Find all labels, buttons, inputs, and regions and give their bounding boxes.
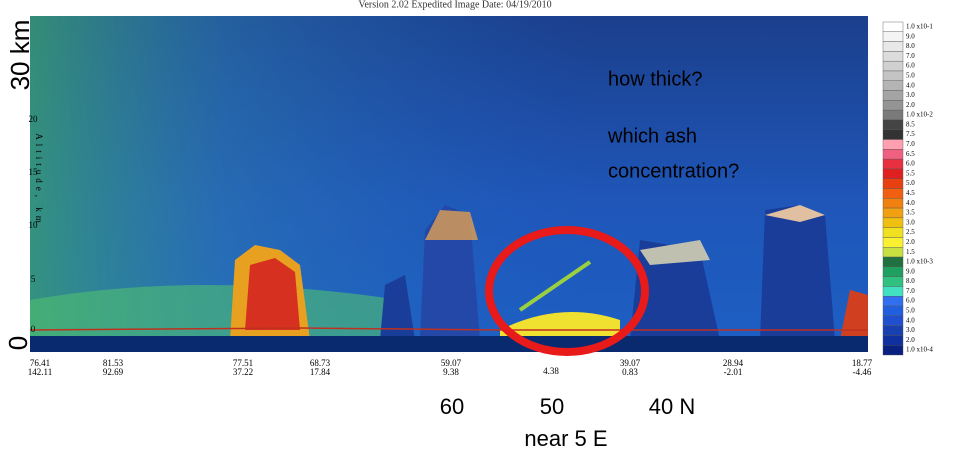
colorbar-label: 4.0 — [906, 316, 915, 324]
colorbar-swatch — [883, 189, 903, 199]
colorbar-label: 7.0 — [906, 140, 915, 148]
page: Version 2.02 Expedited Image Date: 04/19… — [0, 0, 953, 452]
y-tick-label: 15 — [29, 167, 39, 177]
colorbar-swatch — [883, 228, 903, 238]
colorbar-label: 2.0 — [906, 101, 915, 109]
colorbar-swatch — [883, 179, 903, 189]
colorbar-swatch — [883, 286, 903, 296]
x-ticks: 76.41142.1181.5392.6977.5137.2268.7317.8… — [28, 358, 873, 377]
colorbar-swatch — [883, 237, 903, 247]
colorbar-label: 2.0 — [906, 336, 915, 344]
y-bottom-label: 0 — [3, 336, 33, 350]
colorbar-swatch — [883, 345, 903, 355]
colorbar-swatch — [883, 120, 903, 130]
colorbar-swatch — [883, 100, 903, 110]
annotation: concentration? — [608, 160, 739, 182]
y-axis-title-text: Altitude, km — [34, 133, 44, 227]
x-tick-label: -2.01 — [724, 367, 743, 377]
x-tick-label: 37.22 — [233, 367, 253, 377]
colorbar-swatch — [883, 335, 903, 345]
y-tick-label: 5 — [31, 274, 36, 284]
colorbar-label: 4.0 — [906, 199, 915, 207]
colorbar-swatch — [883, 81, 903, 91]
colorbar-label: 1.0 x10-3 — [906, 258, 933, 266]
y-tick-label: 10 — [29, 220, 39, 230]
colorbar-swatch — [883, 159, 903, 169]
header: Version 2.02 Expedited Image Date: 04/19… — [358, 0, 551, 10]
colorbar-swatch — [883, 169, 903, 179]
colorbar-label: 6.0 — [906, 62, 915, 70]
annotation: 50 — [540, 394, 564, 419]
colorbar-swatch — [883, 32, 903, 42]
colorbar-label: 4.0 — [906, 81, 915, 89]
colorbar-swatch — [883, 51, 903, 61]
colorbar-swatch — [883, 61, 903, 71]
colorbar-label: 9.0 — [906, 32, 915, 40]
colorbar-label: 9.0 — [906, 267, 915, 275]
colorbar-label: 5.0 — [906, 179, 915, 187]
colorbar-label: 6.0 — [906, 160, 915, 168]
colorbar-label: 8.0 — [906, 42, 915, 50]
x-tick-label: -4.46 — [853, 367, 872, 377]
colorbar-swatch — [883, 42, 903, 52]
y-axis-title: Altitude, km — [34, 133, 44, 227]
colorbar-label: 7.0 — [906, 52, 915, 60]
colorbar-label: 6.0 — [906, 297, 915, 305]
colorbar-swatch — [883, 130, 903, 140]
colorbar-label: 2.0 — [906, 238, 915, 246]
colorbar-label: 1.5 — [906, 248, 915, 256]
colorbar-label: 3.5 — [906, 209, 915, 217]
y-top-label: 30 km — [5, 20, 35, 91]
y-tick-label: 20 — [29, 114, 39, 124]
x-tick-label: 4.38 — [543, 366, 559, 376]
colorbar-label: 2.5 — [906, 228, 915, 236]
colorbar-swatch — [883, 247, 903, 257]
annotation: 40 N — [649, 394, 695, 419]
x-tick-label: 92.69 — [103, 367, 124, 377]
colorbar-swatch — [883, 218, 903, 228]
colorbar-swatch — [883, 22, 903, 32]
annotation: how thick? — [608, 68, 703, 90]
colorbar-label: 1.0 x10-4 — [906, 346, 933, 354]
colorbar-label: 3.0 — [906, 326, 915, 334]
colorbar-swatch — [883, 91, 903, 101]
annotation: 60 — [440, 394, 464, 419]
colorbar-label: 1.0 x10-1 — [906, 23, 933, 31]
colorbar-swatch — [883, 316, 903, 326]
colorbar-swatch — [883, 208, 903, 218]
colorbar-label: 5.5 — [906, 169, 915, 177]
colorbar-label: 7.5 — [906, 130, 915, 138]
colorbar-swatch — [883, 306, 903, 316]
colorbar-swatch — [883, 140, 903, 150]
lidar-image — [30, 16, 868, 352]
colorbar-label: 7.0 — [906, 287, 915, 295]
x-tick-label: 142.11 — [28, 367, 52, 377]
annotation: which ash — [607, 125, 697, 147]
colorbar-swatch — [883, 149, 903, 159]
colorbar-label: 3.0 — [906, 218, 915, 226]
colorbar-swatch — [883, 326, 903, 336]
colorbar-swatch — [883, 110, 903, 120]
colorbar-label: 1.0 x10-2 — [906, 111, 933, 119]
x-tick-label: 9.38 — [443, 367, 459, 377]
colorbar-swatch — [883, 267, 903, 277]
x-tick-label: 17.84 — [310, 367, 331, 377]
annotation: near 5 E — [524, 426, 607, 451]
y-tick-label: 0 — [31, 324, 36, 334]
colorbar-label: 5.0 — [906, 71, 915, 79]
colorbar-label: 8.5 — [906, 120, 915, 128]
colorbar-label: 3.0 — [906, 91, 915, 99]
colorbar-swatch — [883, 198, 903, 208]
colorbar-label: 4.5 — [906, 189, 915, 197]
colorbar-swatch — [883, 257, 903, 267]
colorbar-swatch — [883, 277, 903, 287]
colorbar-swatch — [883, 296, 903, 306]
colorbar: 1.0 x10-19.08.07.06.05.04.03.02.01.0 x10… — [883, 22, 933, 355]
colorbar-label: 6.5 — [906, 150, 915, 158]
colorbar-label: 8.0 — [906, 277, 915, 285]
colorbar-label: 5.0 — [906, 307, 915, 315]
colorbar-swatch — [883, 71, 903, 81]
x-tick-label: 0.83 — [622, 367, 638, 377]
